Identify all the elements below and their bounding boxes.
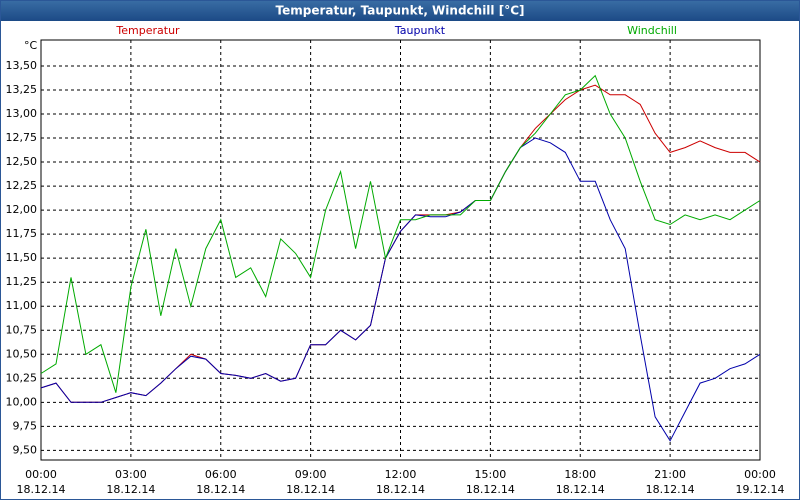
x-tick-label: 06:00 <box>205 468 237 481</box>
y-tick-label: 10,50 <box>6 347 38 360</box>
y-tick-label: 10,75 <box>6 323 38 336</box>
y-tick-label: 10,00 <box>6 395 38 408</box>
x-tick-date: 18.12.14 <box>466 483 515 496</box>
y-tick-label: 13,50 <box>6 59 38 72</box>
series-line <box>40 74 761 393</box>
y-tick-label: 12,25 <box>6 179 38 192</box>
x-tick-label: 15:00 <box>475 468 507 481</box>
x-tick-date: 18.12.14 <box>376 483 425 496</box>
y-tick-label: 11,00 <box>6 299 38 312</box>
y-unit: °C <box>24 39 38 52</box>
y-tick-label: 11,50 <box>6 251 38 264</box>
x-tick-label: 00:00 <box>25 468 57 481</box>
y-tick-label: 13,00 <box>6 107 38 120</box>
x-tick-label: 18:00 <box>564 468 596 481</box>
legend-entry: Taupunkt <box>394 24 446 37</box>
y-tick-label: 9,75 <box>13 419 38 432</box>
x-tick-date: 18.12.14 <box>286 483 335 496</box>
chart-title: Temperatur, Taupunkt, Windchill [°C] <box>276 4 525 18</box>
x-tick-label: 09:00 <box>295 468 327 481</box>
x-tick-date: 18.12.14 <box>196 483 245 496</box>
y-tick-label: 10,25 <box>6 371 38 384</box>
y-tick-label: 11,75 <box>6 227 38 240</box>
legend-entry: Windchill <box>627 24 677 37</box>
x-tick-date: 18.12.14 <box>106 483 155 496</box>
y-tick-label: 12,00 <box>6 203 38 216</box>
series-line <box>40 137 761 442</box>
y-tick-label: 11,25 <box>6 275 38 288</box>
legend-entry: Temperatur <box>115 24 180 37</box>
x-tick-label: 03:00 <box>115 468 147 481</box>
x-tick-label: 21:00 <box>654 468 686 481</box>
y-tick-label: 9,50 <box>13 443 38 456</box>
x-tick-label: 00:00 <box>744 468 776 481</box>
y-tick-label: 12,75 <box>6 131 38 144</box>
y-tick-label: 13,25 <box>6 83 38 96</box>
x-tick-date: 18.12.14 <box>556 483 605 496</box>
title-bar <box>0 0 800 21</box>
x-tick-date: 18.12.14 <box>646 483 695 496</box>
y-tick-label: 12,50 <box>6 155 38 168</box>
x-tick-date: 19.12.14 <box>736 483 785 496</box>
x-tick-label: 12:00 <box>385 468 417 481</box>
x-tick-date: 18.12.14 <box>17 483 66 496</box>
